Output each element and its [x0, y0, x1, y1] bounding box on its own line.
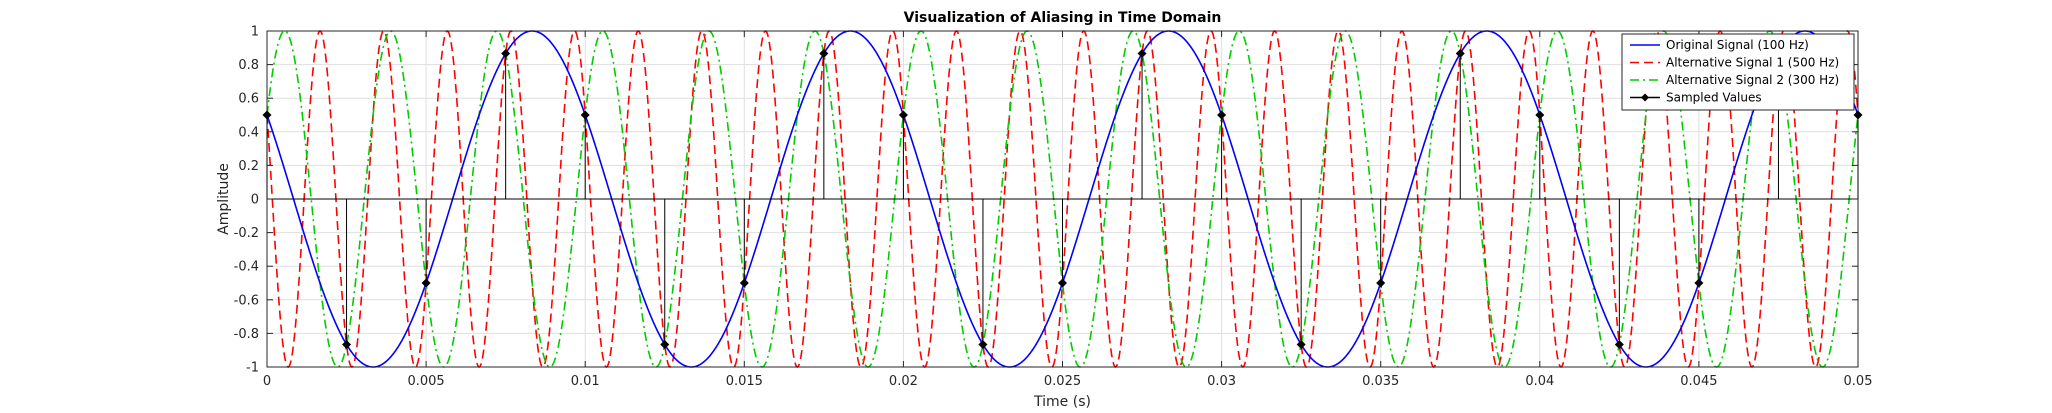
legend-entry-label: Original Signal (100 Hz) — [1666, 38, 1809, 52]
y-tick-label: 0.8 — [238, 58, 259, 73]
y-tick-label: 0.4 — [238, 125, 259, 140]
x-tick-label: 0.025 — [1044, 374, 1081, 389]
sample-marker — [580, 110, 590, 120]
y-tick-label: -0.6 — [234, 293, 259, 308]
x-tick-label: 0.03 — [1207, 374, 1236, 389]
zero-line-layer — [262, 49, 1863, 349]
y-tick-label: 0.6 — [238, 92, 259, 107]
sample-marker — [1217, 110, 1227, 120]
x-tick-label: 0.04 — [1525, 374, 1554, 389]
legend-entry-label: Alternative Signal 2 (300 Hz) — [1666, 73, 1839, 87]
x-tick-label: 0.05 — [1844, 374, 1873, 389]
y-tick-label: 0.2 — [238, 159, 259, 174]
x-tick-label: 0 — [263, 374, 271, 389]
sample-marker — [898, 110, 908, 120]
sample-marker — [978, 339, 988, 349]
x-tick-label: 0.015 — [726, 374, 763, 389]
y-axis-ticks: -1 -0.8 -0.6 -0.4 -0.2 0 0.2 0.4 0.6 0.8 1 — [234, 25, 1858, 376]
y-axis-label: Amplitude — [216, 163, 232, 235]
y-tick-label: 0 — [251, 193, 259, 208]
sample-marker — [342, 339, 352, 349]
x-tick-label: 0.02 — [889, 374, 918, 389]
legend: Original Signal (100 Hz) Alternative Sign… — [1621, 33, 1855, 111]
y-tick-label: -0.8 — [234, 327, 259, 342]
sample-marker — [262, 110, 272, 120]
chart-title: Visualization of Aliasing in Time Domain — [904, 10, 1222, 26]
y-tick-label: -0.4 — [234, 260, 259, 275]
sample-marker — [1694, 278, 1704, 288]
sample-marker — [1296, 339, 1306, 349]
sample-marker — [1455, 49, 1465, 59]
x-tick-label: 0.045 — [1680, 374, 1717, 389]
sample-marker — [739, 278, 749, 288]
y-tick-label: -1 — [246, 361, 259, 376]
sample-marker — [660, 339, 670, 349]
sample-marker — [1058, 278, 1067, 288]
sample-marker — [1535, 110, 1545, 120]
legend-entry-label: Sampled Values — [1666, 91, 1762, 105]
x-tick-label: 0.005 — [407, 374, 444, 389]
legend-entry-label: Alternative Signal 1 (500 Hz) — [1666, 56, 1839, 70]
y-tick-label: 1 — [251, 25, 259, 40]
x-axis-label: Time (s) — [1033, 394, 1091, 410]
legend-box — [1621, 33, 1855, 111]
legend-marker — [1641, 93, 1649, 102]
y-tick-label: -0.2 — [234, 226, 259, 241]
sample-marker — [1376, 278, 1386, 288]
sample-marker — [1137, 49, 1147, 59]
x-tick-label: 0.035 — [1362, 374, 1399, 389]
sample-marker — [819, 49, 829, 59]
sample-marker — [421, 278, 431, 288]
sample-marker — [501, 49, 511, 59]
sample-marker — [1614, 339, 1624, 349]
sample-marker — [1853, 110, 1863, 120]
x-tick-label: 0.01 — [571, 374, 600, 389]
